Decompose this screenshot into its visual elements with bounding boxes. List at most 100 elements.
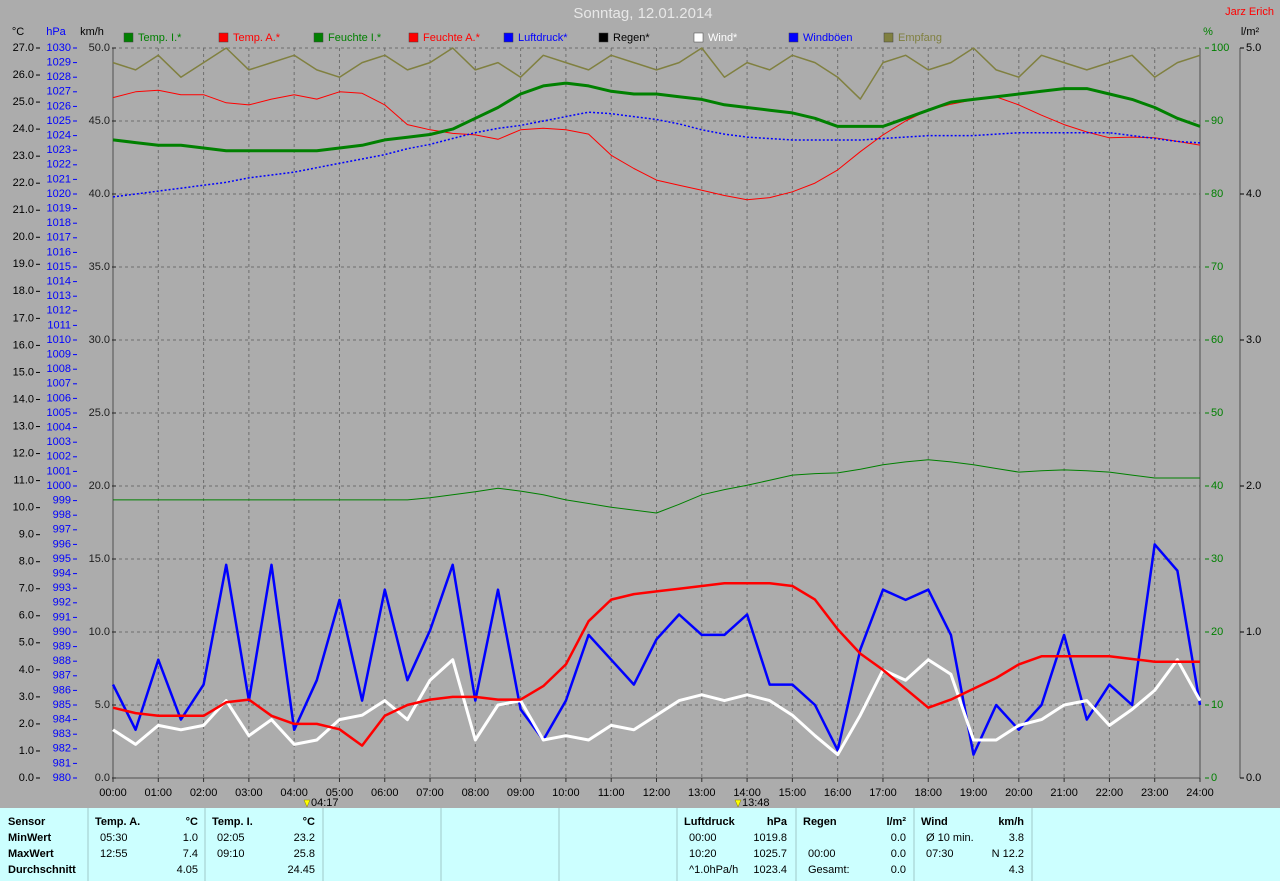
x-tick-label: 02:00 xyxy=(190,787,218,799)
legend-swatch xyxy=(883,32,894,43)
summary-cell: ^1.0hPa/h xyxy=(689,864,738,876)
y-tick-label: 988 xyxy=(53,655,71,667)
x-tick-label: 23:00 xyxy=(1141,787,1169,799)
y-tick-label: 5.0 xyxy=(1246,42,1261,54)
y-tick-label: 1028 xyxy=(47,71,71,83)
summary-cell: 00:00 xyxy=(808,848,836,860)
y-tick-label: 1023 xyxy=(47,144,71,156)
summary-cell: 3.8 xyxy=(1009,832,1024,844)
legend-label: Windböen xyxy=(803,32,853,44)
summary-cell: 4.05 xyxy=(177,864,198,876)
x-tick-label: 14:00 xyxy=(733,787,761,799)
y-tick-label: 40 xyxy=(1211,480,1223,492)
y-tick-label: 991 xyxy=(53,611,71,623)
y-tick-label: 2.0 xyxy=(19,718,34,730)
summary-cell: 24.45 xyxy=(287,864,315,876)
legend-label: Feuchte A.* xyxy=(423,32,481,44)
y-tick-label: 4.0 xyxy=(19,664,34,676)
y-tick-label: 985 xyxy=(53,699,71,711)
x-tick-label: 03:00 xyxy=(235,787,263,799)
legend-swatch xyxy=(123,32,134,43)
y-tick-label: 50.0 xyxy=(89,42,110,54)
summary-cell: Ø 10 min. xyxy=(926,832,974,844)
y-tick-label: 982 xyxy=(53,743,71,755)
x-tick-label: 08:00 xyxy=(462,787,490,799)
x-tick-label: 01:00 xyxy=(145,787,173,799)
y-tick-label: 26.0 xyxy=(13,69,34,81)
y-tick-label: 20.0 xyxy=(89,480,110,492)
x-tick-label: 13:00 xyxy=(688,787,716,799)
y-tick-label: 90 xyxy=(1211,115,1223,127)
y-tick-label: 1.0 xyxy=(1246,626,1261,638)
y-tick-label: 1.0 xyxy=(19,745,34,757)
y-tick-label: 3.0 xyxy=(19,691,34,703)
x-tick-label: 16:00 xyxy=(824,787,852,799)
summary-cell: 10:20 xyxy=(689,848,717,860)
time-marker xyxy=(734,799,742,808)
y-tick-label: 5.0 xyxy=(19,637,34,649)
legend-label: Regen* xyxy=(613,32,650,44)
y-tick-label: 18.0 xyxy=(13,285,34,297)
summary-unit: l/m² xyxy=(886,816,906,828)
summary-cell: 0.0 xyxy=(891,848,906,860)
x-tick-label: 21:00 xyxy=(1050,787,1078,799)
y-tick-label: 996 xyxy=(53,538,71,550)
legend-label: Wind* xyxy=(708,32,738,44)
y-tick-label: 8.0 xyxy=(19,556,34,568)
y-tick-label: 3.0 xyxy=(1246,334,1261,346)
y-tick-label: 24.0 xyxy=(13,123,34,135)
summary-cell: 00:00 xyxy=(689,832,717,844)
legend-label: Luftdruck* xyxy=(518,32,568,44)
y-tick-label: 20.0 xyxy=(13,231,34,243)
y-tick-label: 1015 xyxy=(47,261,71,273)
y-tick-label: 1006 xyxy=(47,392,71,404)
y-tick-label: 9.0 xyxy=(19,529,34,541)
x-tick-label: 07:00 xyxy=(416,787,444,799)
y-tick-label: 22.0 xyxy=(13,177,34,189)
x-tick-label: 04:00 xyxy=(280,787,308,799)
x-tick-label: 19:00 xyxy=(960,787,988,799)
annotation: 04:17 xyxy=(311,797,339,809)
summary-header: Wind xyxy=(921,816,948,828)
summary-cell: 7.4 xyxy=(183,848,198,860)
y-tick-label: 60 xyxy=(1211,334,1223,346)
y-tick-label: 986 xyxy=(53,684,71,696)
y-tick-label: 1000 xyxy=(47,480,71,492)
y-tick-label: 1025 xyxy=(47,115,71,127)
y-tick-label: 6.0 xyxy=(19,610,34,622)
series-line xyxy=(112,658,1202,757)
y-tick-label: 40.0 xyxy=(89,188,110,200)
y-tick-label: 1030 xyxy=(47,42,71,54)
y-tick-label: 1012 xyxy=(47,305,71,317)
legend-swatch xyxy=(218,32,229,43)
y-tick-label: 12.0 xyxy=(13,447,34,459)
y-tick-label: 989 xyxy=(53,641,71,653)
legend-swatch xyxy=(693,32,704,43)
annotation: 13:48 xyxy=(742,797,770,809)
y-tick-label: 4.0 xyxy=(1246,188,1261,200)
y-tick-label: 25.0 xyxy=(89,407,110,419)
series-line xyxy=(112,111,1201,198)
summary-header: Temp. A. xyxy=(95,816,140,828)
y-tick-label: 1027 xyxy=(47,86,71,98)
summary-cell: Gesamt: xyxy=(808,864,850,876)
summary-cell: 07:30 xyxy=(926,848,954,860)
y-tick-label: 25.0 xyxy=(13,96,34,108)
y-tick-label: 998 xyxy=(53,509,71,521)
y-tick-label: 7.0 xyxy=(19,583,34,595)
author: Jarz Erich xyxy=(1225,6,1274,18)
y-tick-label: 21.0 xyxy=(13,204,34,216)
chart-title: Sonntag, 12.01.2014 xyxy=(573,5,712,22)
summary-cell: 09:10 xyxy=(217,848,245,860)
summary-panel xyxy=(0,808,1280,881)
legend-swatch xyxy=(503,32,514,43)
y-tick-label: 994 xyxy=(53,568,71,580)
y-tick-label: 0.0 xyxy=(19,772,34,784)
summary-label: MinWert xyxy=(8,832,52,844)
y-tick-label: 1017 xyxy=(47,232,71,244)
y-tick-label: 1029 xyxy=(47,57,71,69)
y-tick-label: 10.0 xyxy=(89,626,110,638)
y-tick-label: 1021 xyxy=(47,173,71,185)
x-tick-label: 22:00 xyxy=(1096,787,1124,799)
